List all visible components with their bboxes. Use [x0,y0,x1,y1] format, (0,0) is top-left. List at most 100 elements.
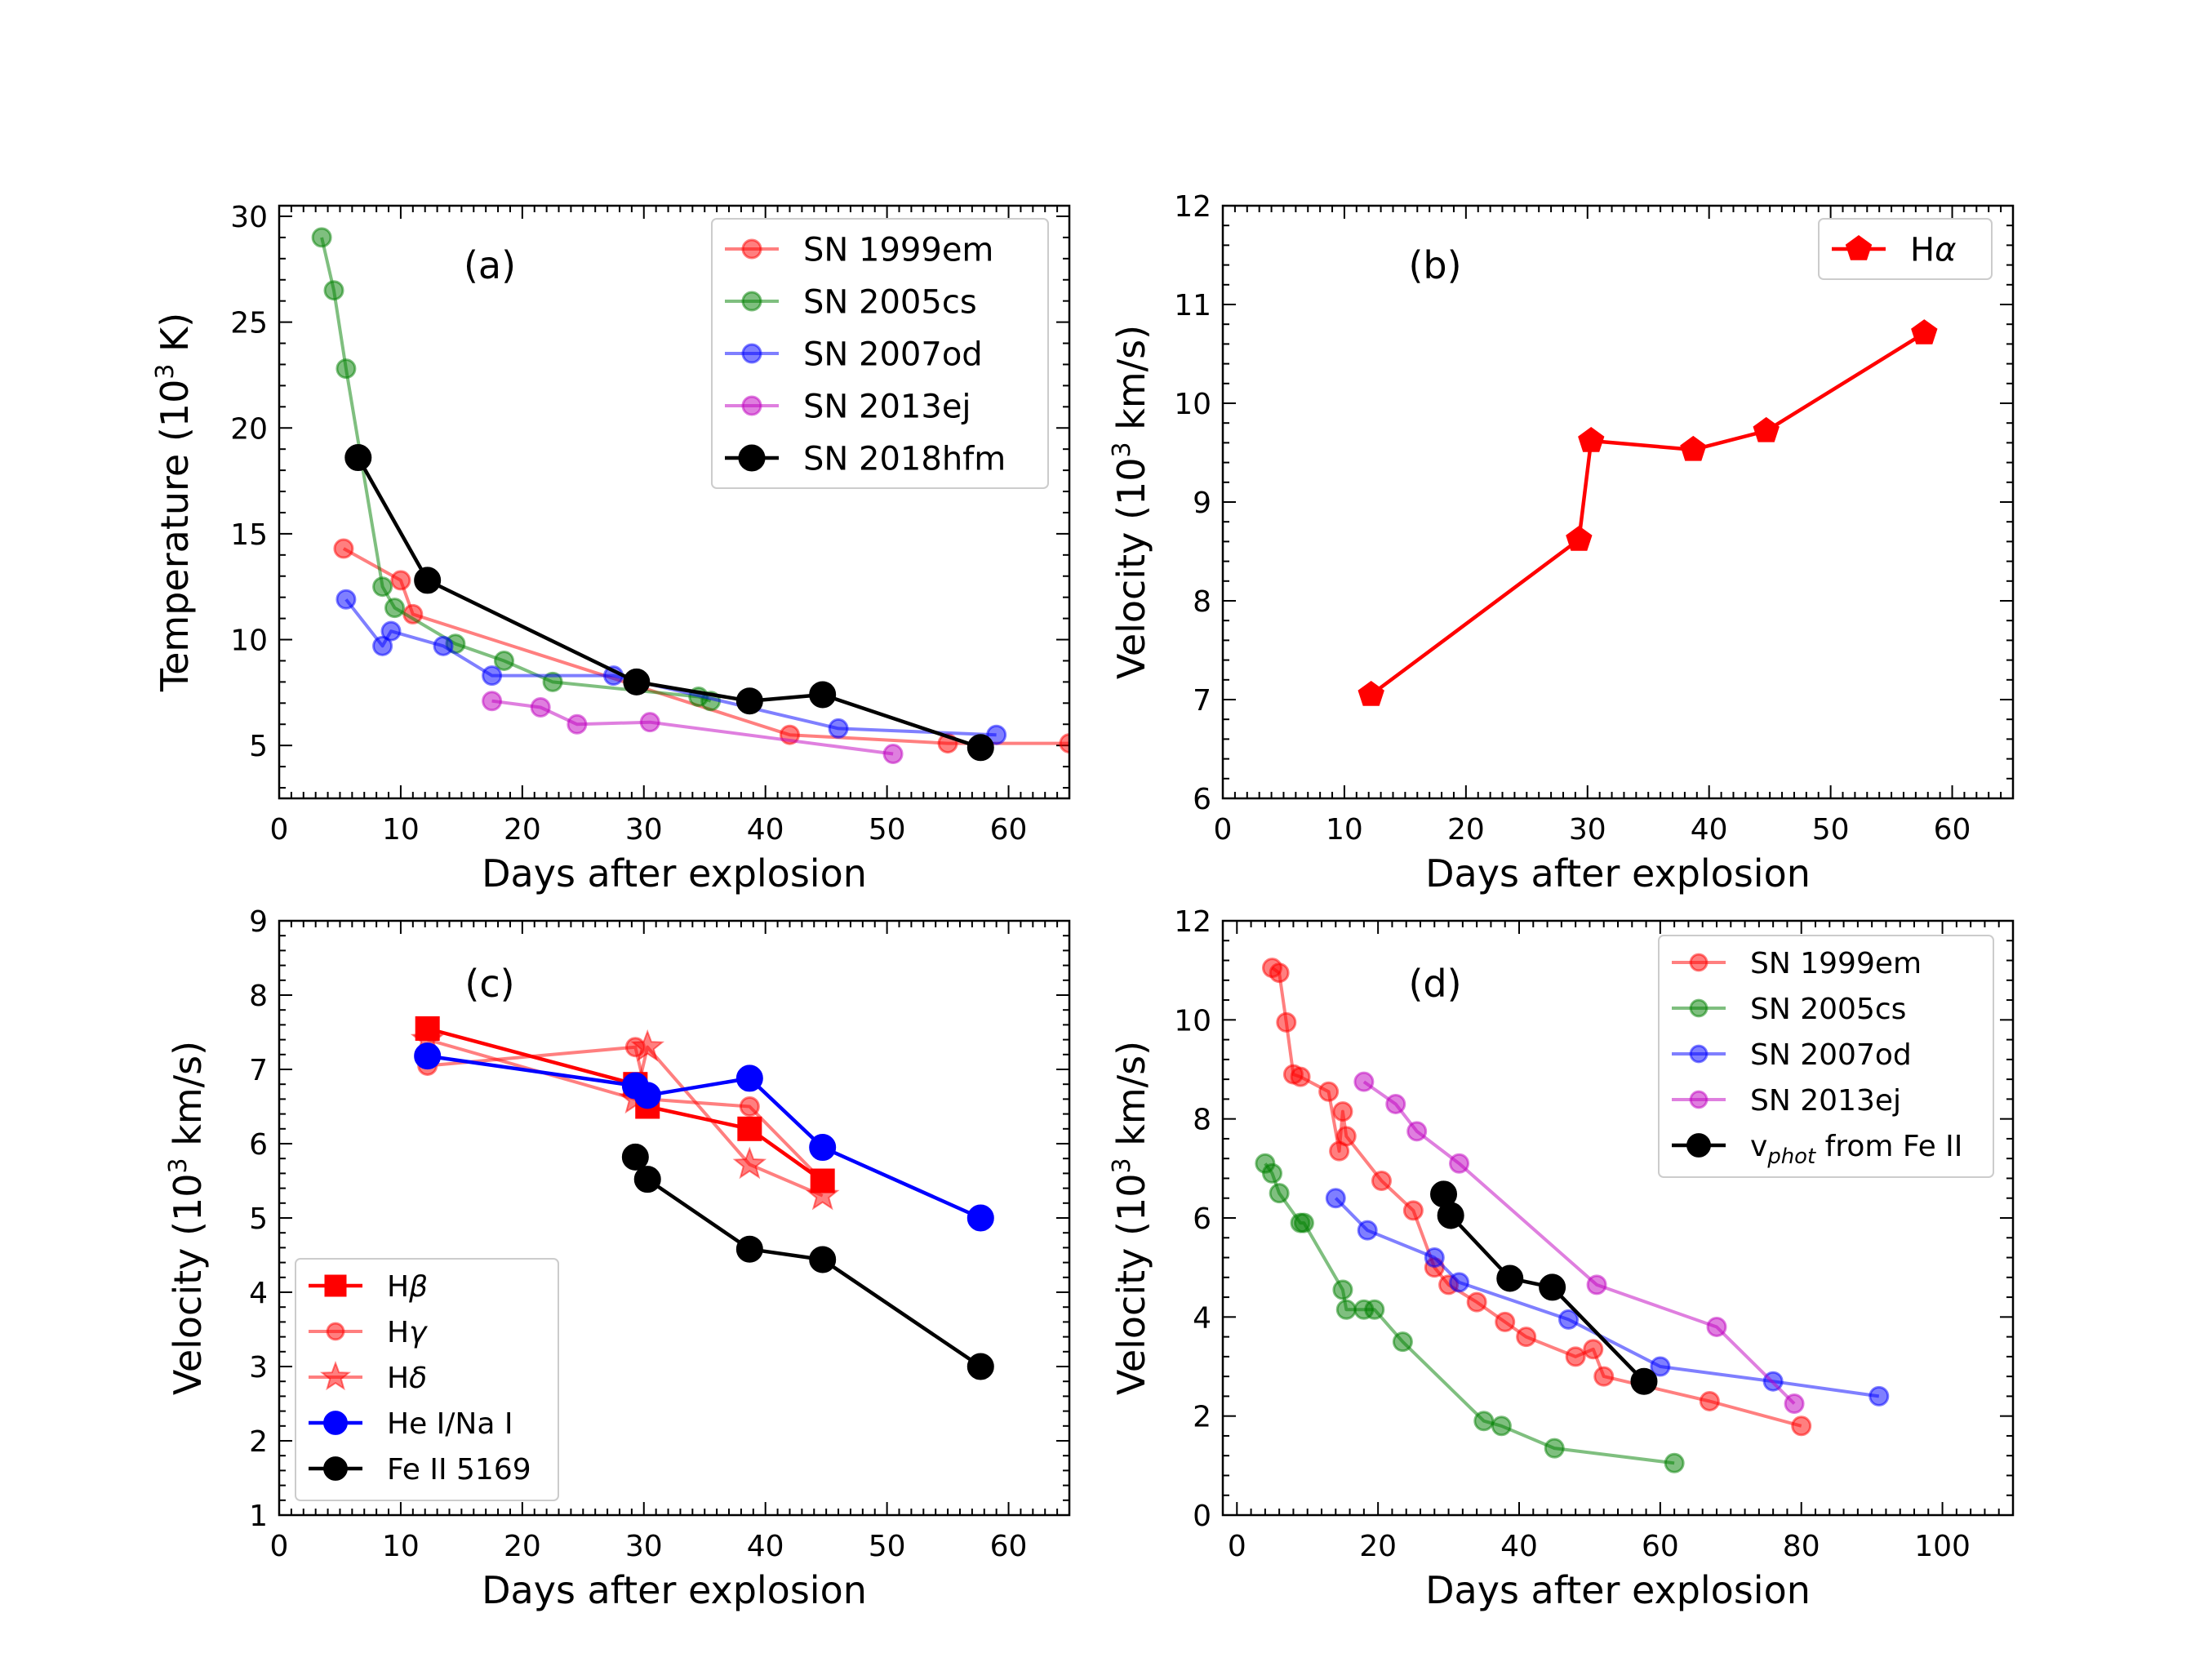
data-point [1364,1299,1385,1320]
data-point [482,665,503,687]
y-tick-label: 30 [230,201,268,234]
x-tick-label: 0 [270,813,289,847]
data-point [1358,681,1384,706]
legend-label: SN 1999em [803,231,993,269]
panel-label: (b) [1408,243,1461,287]
legend-marker [324,1274,347,1297]
x-axis-label: Days after explosion [1425,1568,1811,1612]
y-axis-label: Velocity (103 km/s) [164,1041,210,1395]
axes-frame [1221,919,2015,1517]
y-tick-label: 8 [1193,585,1211,619]
x-tick-label: 0 [1228,1530,1246,1563]
y-tick-label: 7 [1193,684,1211,718]
legend-label: Hα [1910,231,1956,269]
legend-marker [319,1361,352,1391]
data-point [739,1096,760,1117]
series-line [344,598,997,737]
y-tick-label: 12 [1174,190,1211,224]
legend-frame [1658,935,1994,1178]
data-point [1466,1291,1487,1313]
x-tick-label: 20 [504,1530,541,1563]
data-area [1358,319,1938,706]
x-tick-label: 40 [1500,1530,1538,1563]
data-point [1565,1346,1586,1367]
data-point [809,1134,837,1162]
axis-ticks [278,206,1070,798]
y-tick-label: 12 [1174,905,1211,939]
data-point [1335,1299,1357,1320]
data-point [1680,435,1707,461]
data-point [384,598,405,619]
x-axis-label: Days after explosion [482,851,867,896]
data-point [1290,1066,1311,1087]
data-point [735,687,763,715]
y-tick-label: 25 [230,307,268,340]
data-point [1473,1411,1495,1432]
data-point [735,1064,763,1092]
y-tick-label: 4 [249,1277,268,1310]
data-point [1784,1393,1805,1414]
y-tick-label: 20 [230,412,268,446]
data-point [1753,416,1780,442]
panel-c: 0 10 20 30 40 50 60 1 2 3 4 5 6 7 8 9 Days after explosi… [164,905,1071,1612]
series-sn-2007od [1325,1188,1890,1407]
data-point [344,444,372,472]
data-point [1424,1247,1445,1269]
axis-ticks [1222,205,2014,799]
data-point [1335,1126,1357,1147]
y-tick-label: 2 [249,1425,268,1459]
series-h- [415,1016,835,1193]
data-point [311,227,332,248]
data-point [482,691,503,712]
legend-frame [1818,218,1993,280]
axes-frame [278,919,1071,1517]
data-point [805,1177,840,1211]
y-tick-label: 5 [249,1202,268,1236]
series-line [320,237,712,703]
data-point [372,635,393,656]
legend: Hα [1818,218,1993,280]
data-point [1578,427,1605,452]
data-point [1276,1011,1297,1033]
y-axis-label: Velocity (103 km/s) [1108,325,1153,679]
legend-marker [741,395,762,416]
data-point [639,712,660,733]
panel-b: 0 10 20 30 40 50 60 6 7 8 9 10 11 12 Days after explos… [1108,190,2015,896]
x-tick-label: 30 [625,1530,663,1563]
legend: Hβ Hγ Hδ He I/Na I Fe II 5169 [295,1258,559,1501]
y-tick-label: 9 [1193,487,1211,520]
data-point [372,576,393,598]
data-point [1869,1385,1890,1407]
x-tick-label: 30 [625,813,663,847]
y-tick-label: 6 [249,1128,268,1162]
data-point [380,620,402,642]
legend-marker [326,1322,345,1341]
data-point [1664,1452,1685,1473]
x-tick-label: 40 [1691,813,1728,847]
panel-label: (a) [464,243,516,287]
data-point [530,697,551,718]
legend-label: He I/Na I [387,1407,513,1441]
data-point [335,358,357,380]
x-tick-label: 0 [1214,813,1233,847]
legend-marker [1845,235,1873,260]
x-tick-label: 0 [270,1530,289,1563]
x-tick-label: 50 [869,1530,906,1563]
data-point [333,538,354,559]
series-h- [417,1037,833,1191]
data-point [567,713,588,735]
data-point [1586,1274,1607,1296]
data-point [623,668,651,696]
legend-marker [323,1456,348,1481]
legend-marker [1689,953,1709,972]
data-point [1318,1081,1340,1102]
x-tick-label: 20 [1447,813,1485,847]
series-sn-2005cs [311,227,722,712]
data-point [1269,1183,1290,1204]
data-point [986,724,1007,745]
data-point [1650,1356,1671,1377]
legend-marker [741,343,762,364]
data-point [1449,1153,1470,1174]
y-tick-label: 7 [249,1054,268,1087]
